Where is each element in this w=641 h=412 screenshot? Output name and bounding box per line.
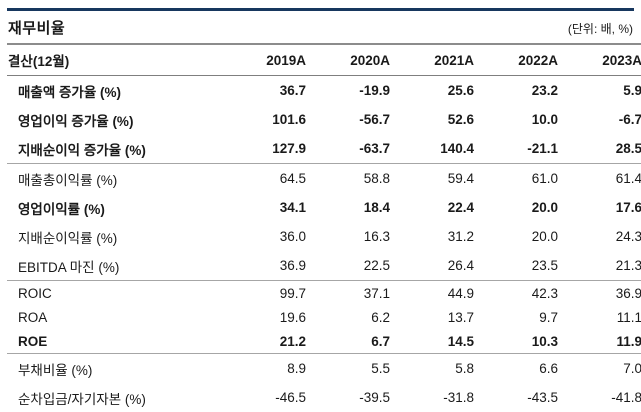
row-value: 10.0 xyxy=(531,112,558,127)
row-value: -41.8 xyxy=(611,390,641,405)
row-value: 22.4 xyxy=(447,200,474,215)
row-value: 19.6 xyxy=(279,309,306,325)
table-row: ROIC 99.7 37.1 44.9 42.3 36.9 xyxy=(7,281,641,306)
table-row: 순차입금/자기자본 (%) -46.5 -39.5 -31.8 -43.5 -41.8 xyxy=(7,383,641,412)
row-label: ROA xyxy=(18,309,48,325)
row-value: 36.0 xyxy=(279,229,306,244)
row-value: 44.9 xyxy=(447,285,474,301)
header-year: 2020A xyxy=(306,43,390,76)
row-value: 18.4 xyxy=(363,200,390,215)
row-value: 26.4 xyxy=(390,251,474,281)
row-value: 6.6 xyxy=(539,361,558,376)
header-year: 2021A xyxy=(390,43,474,76)
row-value: 64.5 xyxy=(279,171,306,186)
row-value: 6.2 xyxy=(371,309,390,325)
row-value: 61.4 xyxy=(615,171,641,186)
row-value: 37.1 xyxy=(363,285,390,301)
row-value: 10.3 xyxy=(474,329,558,354)
table-row: 매출총이익률 (%) 64.5 58.8 59.4 61.0 61.4 xyxy=(7,164,641,194)
row-value: 28.5 xyxy=(558,134,641,164)
header-year: 2019A xyxy=(222,43,306,76)
row-value: 101.6 xyxy=(272,112,306,127)
row-value: 5.5 xyxy=(371,361,390,376)
table-row: EBITDA 마진 (%) 36.9 22.5 26.4 23.5 21.3 xyxy=(7,251,641,281)
header-year: 2023A xyxy=(558,43,641,76)
row-value: 59.4 xyxy=(447,171,474,186)
row-value: -56.7 xyxy=(359,112,390,127)
row-label: ROIC xyxy=(18,285,52,301)
row-value: 36.9 xyxy=(615,285,641,301)
page-title: 재무비율 xyxy=(8,20,66,37)
row-label: 영업이익 증가율 (%) xyxy=(18,113,134,129)
table-row: 지배순이익률 (%) 36.0 16.3 31.2 20.0 24.3 xyxy=(7,222,641,251)
table-row: ROE 21.2 6.7 14.5 10.3 11.9 xyxy=(7,329,641,354)
row-value: 127.9 xyxy=(222,134,306,164)
row-value: 20.0 xyxy=(531,200,558,215)
financial-ratios-table: 결산(12월) 2019A 2020A 2021A 2022A 2023A 매출… xyxy=(7,43,641,412)
row-value: 17.6 xyxy=(615,200,641,215)
row-value: 9.7 xyxy=(539,309,558,325)
row-value: -19.9 xyxy=(359,83,390,98)
row-value: 24.3 xyxy=(615,229,641,244)
row-value: -21.1 xyxy=(474,134,558,164)
row-value: 23.2 xyxy=(531,83,558,98)
unit-note: (단위: 배, %) xyxy=(567,22,633,36)
row-label: 부채비율 (%) xyxy=(18,362,93,378)
row-value: 11.9 xyxy=(558,329,641,354)
row-value: 16.3 xyxy=(363,229,390,244)
table-row: 지배순이익 증가율 (%) 127.9 -63.7 140.4 -21.1 28.5 xyxy=(7,134,641,164)
row-label: EBITDA 마진 (%) xyxy=(7,251,222,281)
row-value: 25.6 xyxy=(447,83,474,98)
row-label: 순차입금/자기자본 (%) xyxy=(18,391,146,407)
row-value: 8.9 xyxy=(287,361,306,376)
header-year: 2022A xyxy=(474,43,558,76)
row-value: -46.5 xyxy=(275,390,306,405)
table-row: 부채비율 (%) 8.9 5.5 5.8 6.6 7.0 xyxy=(7,354,641,384)
row-value: 42.3 xyxy=(531,285,558,301)
table-row: ROA 19.6 6.2 13.7 9.7 11.1 xyxy=(7,305,641,329)
row-value: 61.0 xyxy=(531,171,558,186)
row-value: 23.5 xyxy=(474,251,558,281)
table-title-row: 재무비율 (단위: 배, %) xyxy=(7,11,634,43)
row-value: 14.5 xyxy=(390,329,474,354)
row-value: 5.8 xyxy=(455,361,474,376)
row-value: -6.7 xyxy=(618,112,641,127)
row-label: 영업이익률 (%) xyxy=(18,201,105,217)
row-value: 5.9 xyxy=(623,83,641,98)
row-label: 매출액 증가율 (%) xyxy=(18,84,122,100)
header-fiscal-label: 결산(12월) xyxy=(7,43,222,76)
row-value: 140.4 xyxy=(390,134,474,164)
row-value: 6.7 xyxy=(306,329,390,354)
row-value: 52.6 xyxy=(447,112,474,127)
row-value: 36.7 xyxy=(279,83,306,98)
row-value: 7.0 xyxy=(623,361,641,376)
row-value: 21.3 xyxy=(558,251,641,281)
table-row: 매출액 증가율 (%) 36.7 -19.9 25.6 23.2 5.9 xyxy=(7,76,641,106)
row-value: -63.7 xyxy=(306,134,390,164)
row-value: 13.7 xyxy=(447,309,474,325)
row-value: 58.8 xyxy=(363,171,390,186)
row-value: 36.9 xyxy=(222,251,306,281)
row-value: 11.1 xyxy=(616,309,641,325)
table-header-row: 결산(12월) 2019A 2020A 2021A 2022A 2023A xyxy=(7,43,641,76)
row-value: 31.2 xyxy=(447,229,474,244)
top-accent-rule xyxy=(7,8,634,11)
row-label: 매출총이익률 (%) xyxy=(18,172,118,188)
row-value: 20.0 xyxy=(531,229,558,244)
row-label: 지배순이익 증가율 (%) xyxy=(7,134,222,164)
row-value: 21.2 xyxy=(222,329,306,354)
row-label: 지배순이익률 (%) xyxy=(18,230,118,246)
row-value: 99.7 xyxy=(279,285,306,301)
table-row: 영업이익률 (%) 34.1 18.4 22.4 20.0 17.6 xyxy=(7,193,641,222)
row-label: ROE xyxy=(7,329,222,354)
row-value: 22.5 xyxy=(306,251,390,281)
row-value: -39.5 xyxy=(359,390,390,405)
table-row: 영업이익 증가율 (%) 101.6 -56.7 52.6 10.0 -6.7 xyxy=(7,105,641,134)
row-value: -31.8 xyxy=(443,390,474,405)
row-value: -43.5 xyxy=(527,390,558,405)
row-value: 34.1 xyxy=(279,200,306,215)
